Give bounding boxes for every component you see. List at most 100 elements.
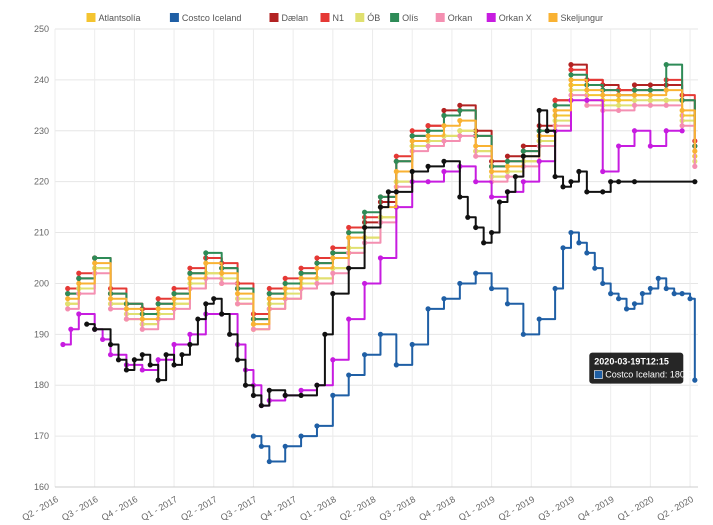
data-point [377,194,384,200]
x-tick-label: Q2 - 2018 [338,494,378,520]
y-tick-label: 200 [34,278,49,288]
data-point [616,179,622,185]
legend-item[interactable]: Atlantsolía [86,13,141,23]
data-point [409,168,415,175]
data-point [481,240,487,246]
data-point [234,291,241,297]
data-point [600,168,606,175]
data-point [504,163,511,169]
legend-item[interactable]: N1 [320,13,345,23]
legend-item[interactable]: Orkan X [486,13,532,23]
data-point [147,362,153,368]
data-point [473,270,479,276]
legend-item[interactable]: Costco Iceland [169,13,242,23]
legend-swatch [86,13,96,22]
legend-swatch [320,13,330,22]
data-point [76,280,82,287]
data-point [520,331,526,337]
data-point [219,311,225,317]
data-point [65,291,71,297]
data-point [600,189,606,195]
series-line [67,68,696,315]
data-point [258,402,264,409]
data-point [211,296,217,302]
data-point [489,229,495,236]
data-point [163,352,169,358]
data-point [631,82,638,88]
data-point [179,352,185,358]
data-point [100,336,106,343]
data-point [584,97,590,103]
data-point [187,275,193,281]
x-tick-label: Q2 - 2016 [20,494,60,520]
tooltip-swatch [593,370,603,379]
data-point [409,341,415,348]
y-tick-label: 240 [34,75,49,85]
data-point [393,168,399,175]
legend-item[interactable]: Dælan [269,13,309,23]
data-point [647,87,653,93]
series-4 [65,87,698,327]
tooltip-box [589,352,684,384]
data-point [282,392,288,398]
data-point [377,331,384,337]
data-point [346,372,352,378]
data-point [655,275,661,281]
data-point [552,173,558,180]
legend-label: Orkan [448,13,473,23]
data-point [68,326,74,332]
data-point [568,77,574,83]
data-point [631,179,638,185]
legend-item[interactable]: Skeljungur [548,13,604,23]
x-tick-label: Q3 - 2018 [378,494,418,520]
data-point [346,229,352,236]
legend-item[interactable]: Olís [390,13,419,23]
data-point [536,158,542,164]
data-point [616,143,622,149]
data-point [520,143,526,149]
legend[interactable]: Atlantsolía Costco Iceland Dælan N1 ÓB Olís Or… [86,13,604,23]
data-point [663,285,669,292]
data-point [639,291,646,297]
data-point [457,133,463,139]
data-point [457,280,463,287]
data-point [65,301,71,307]
data-point [457,128,463,134]
data-point [107,341,114,348]
data-point [195,316,201,322]
data-point [234,357,241,363]
data-point [139,326,145,332]
data-point [568,229,574,236]
x-tick-label: Q2 - 2019 [497,494,537,520]
legend-swatch [548,13,558,22]
legend-item[interactable]: Orkan [435,13,473,23]
data-point [425,143,431,149]
data-point [457,194,463,200]
data-point [92,255,98,261]
data-point [584,102,590,108]
data-point [76,275,82,281]
data-point [679,291,685,297]
data-point [250,392,257,398]
series-line [253,231,696,463]
data-point [346,316,352,322]
data-point [473,153,479,159]
legend-label: Atlantsolía [99,13,141,23]
data-point [592,265,598,271]
data-point [679,128,685,134]
data-point [473,224,479,231]
data-point [663,102,669,108]
legend-item[interactable]: ÓB [355,13,380,23]
data-point [616,97,622,103]
data-point [512,173,519,180]
data-point [616,107,622,114]
data-point [361,280,368,287]
data-point [203,250,209,256]
data-point [298,265,304,271]
x-tick-label: Q4 - 2017 [258,494,298,520]
data-point [115,357,122,363]
data-point [266,296,272,302]
legend-label: N1 [333,13,345,23]
data-point [631,102,638,108]
data-point [330,245,336,251]
